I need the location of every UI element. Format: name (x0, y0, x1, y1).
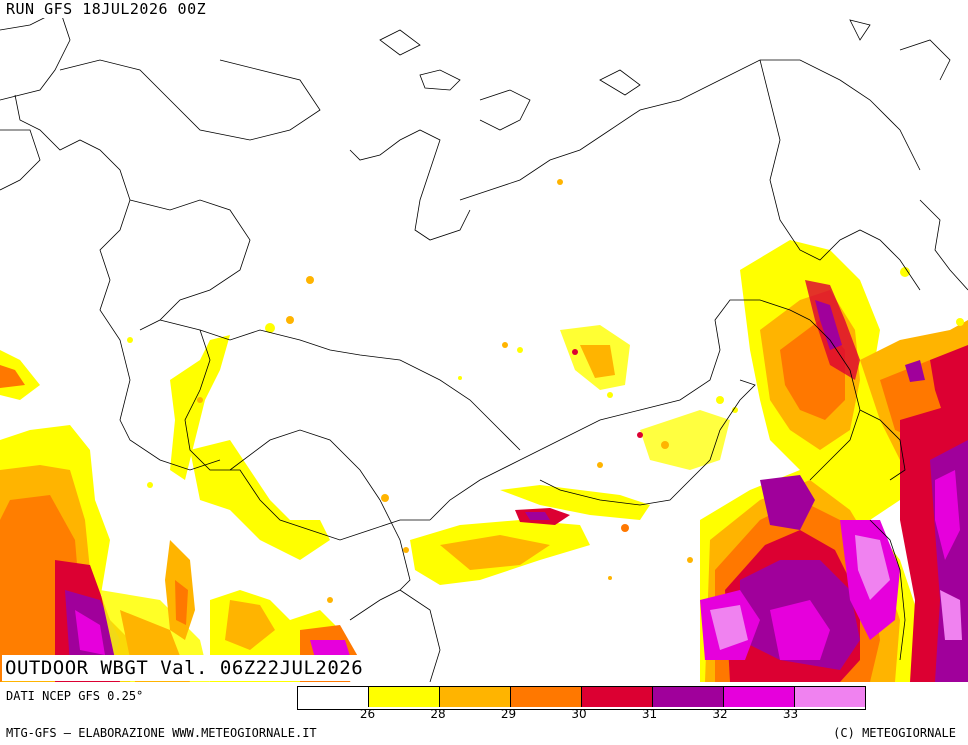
credit-right: (C) METEOGIORNALE (833, 726, 956, 740)
legend-tick: 28 (430, 707, 446, 721)
heat-field-mongolia (560, 325, 730, 470)
legend-swatch (582, 687, 653, 707)
heat-field-tibet (410, 485, 650, 585)
legend-swatch (369, 687, 440, 707)
legend-tick: 33 (782, 707, 799, 721)
legend-swatch (511, 687, 582, 707)
legend-tick: 32 (712, 707, 728, 721)
heat-speckles (127, 179, 964, 603)
legend-swatch (724, 687, 795, 707)
legend-swatch (298, 687, 369, 707)
legend-tick: 30 (571, 707, 587, 721)
data-source: DATI NCEP GFS 0.25° (6, 689, 144, 703)
heat-field-south-china (700, 400, 968, 682)
legend-swatch (653, 687, 724, 707)
legend-tick: 31 (641, 707, 658, 721)
legend-swatch (795, 687, 865, 707)
map-title: OUTDOOR WBGT Val. 06Z22JUL2026 (2, 655, 367, 681)
credit-left: MTG-GFS – ELABORAZIONE WWW.METEOGIORNALE… (6, 726, 317, 740)
color-legend (297, 686, 866, 710)
country-outlines (0, 9, 968, 682)
legend-tick: 29 (500, 707, 517, 721)
legend-tick: 26 (359, 707, 376, 721)
run-label: RUN GFS 18JUL2026 00Z (4, 0, 209, 18)
legend-tick-labels: 26 28 29 30 31 32 33 (297, 707, 861, 723)
legend-swatch (440, 687, 511, 707)
weather-map (0, 9, 968, 682)
